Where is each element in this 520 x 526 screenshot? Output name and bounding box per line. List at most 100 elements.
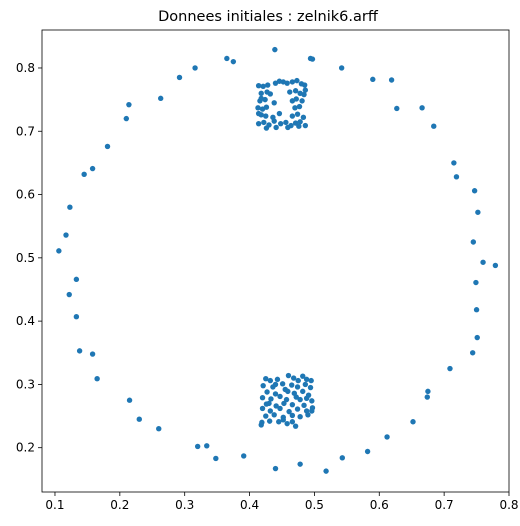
data-point bbox=[294, 111, 301, 117]
data-point bbox=[176, 74, 183, 81]
data-point bbox=[258, 90, 264, 96]
data-point bbox=[276, 419, 282, 425]
data-point bbox=[297, 461, 303, 467]
data-point bbox=[289, 412, 296, 419]
y-tick-label: 0.4 bbox=[16, 314, 35, 328]
data-point bbox=[307, 384, 314, 391]
y-axis: 0.2 0.3 0.4 0.5 0.6 0.7 0.8 bbox=[16, 61, 42, 455]
data-point bbox=[271, 118, 277, 124]
data-point bbox=[277, 120, 284, 127]
data-point bbox=[282, 386, 288, 393]
data-point bbox=[290, 375, 297, 381]
data-point bbox=[293, 96, 299, 102]
x-tick-label: 0.4 bbox=[240, 498, 259, 512]
data-point bbox=[302, 381, 309, 388]
x-tick-label: 0.8 bbox=[499, 498, 518, 512]
data-point bbox=[258, 422, 264, 428]
data-point bbox=[410, 419, 416, 425]
data-point bbox=[255, 82, 262, 89]
data-point bbox=[266, 400, 272, 407]
data-point bbox=[63, 232, 69, 238]
data-point bbox=[271, 412, 277, 418]
data-point bbox=[424, 394, 430, 400]
y-tick-label: 0.5 bbox=[16, 251, 35, 265]
data-point bbox=[289, 419, 296, 425]
data-point bbox=[263, 413, 269, 419]
data-point bbox=[289, 382, 295, 388]
x-tick-label: 0.1 bbox=[45, 498, 64, 512]
data-point bbox=[301, 91, 307, 98]
y-tick-label: 0.7 bbox=[16, 124, 35, 138]
data-point bbox=[425, 388, 431, 395]
data-point bbox=[263, 104, 270, 110]
data-point bbox=[265, 82, 271, 88]
data-point bbox=[89, 165, 96, 172]
data-point bbox=[339, 455, 346, 461]
data-point bbox=[297, 396, 303, 403]
data-point bbox=[271, 100, 277, 106]
data-point bbox=[272, 381, 279, 388]
data-point bbox=[309, 408, 315, 414]
data-point bbox=[264, 389, 270, 395]
data-point bbox=[447, 365, 453, 372]
plot-frame bbox=[41, 29, 510, 493]
data-point bbox=[279, 381, 286, 387]
data-point bbox=[295, 377, 301, 384]
data-point bbox=[283, 396, 290, 403]
data-point bbox=[303, 376, 310, 383]
data-point bbox=[268, 396, 274, 402]
data-point bbox=[267, 408, 274, 414]
data-point bbox=[338, 65, 345, 71]
data-point bbox=[309, 56, 316, 62]
data-point bbox=[294, 384, 301, 390]
data-point bbox=[274, 376, 281, 383]
data-point bbox=[301, 82, 308, 88]
data-point bbox=[300, 114, 307, 121]
y-tick-label: 0.8 bbox=[16, 61, 35, 75]
data-point bbox=[296, 103, 303, 110]
data-point bbox=[94, 376, 100, 382]
data-point bbox=[469, 350, 476, 356]
data-point bbox=[204, 443, 210, 449]
data-point bbox=[260, 382, 266, 389]
chart-title: Donnees initiales : zelnik6.arff bbox=[158, 9, 379, 25]
data-point bbox=[81, 171, 87, 177]
data-point bbox=[299, 98, 305, 104]
data-point bbox=[277, 393, 283, 400]
data-point bbox=[272, 46, 278, 53]
data-point bbox=[273, 124, 279, 131]
data-point bbox=[230, 58, 237, 65]
data-point bbox=[263, 376, 269, 382]
data-point bbox=[297, 413, 303, 420]
data-point bbox=[302, 87, 309, 93]
data-point bbox=[384, 434, 390, 440]
data-point bbox=[474, 334, 480, 341]
data-point bbox=[67, 204, 73, 210]
x-tick-label: 0.7 bbox=[435, 498, 454, 512]
data-point bbox=[73, 313, 80, 320]
data-point bbox=[287, 89, 293, 95]
data-point bbox=[272, 391, 279, 397]
data-point bbox=[388, 77, 395, 83]
data-point bbox=[470, 239, 477, 245]
data-point bbox=[364, 448, 371, 455]
data-point bbox=[266, 418, 273, 424]
data-point bbox=[302, 122, 309, 129]
data-point bbox=[73, 276, 80, 283]
data-point bbox=[323, 468, 329, 474]
data-point bbox=[303, 395, 310, 402]
data-point bbox=[305, 412, 311, 418]
data-point bbox=[294, 406, 301, 412]
data-point bbox=[480, 259, 486, 265]
data-point bbox=[292, 105, 298, 111]
data-point bbox=[293, 394, 299, 400]
data-point bbox=[277, 405, 283, 412]
data-point bbox=[451, 160, 457, 166]
data-point bbox=[296, 123, 302, 129]
data-point bbox=[259, 395, 266, 401]
data-point bbox=[281, 400, 287, 407]
data-point bbox=[431, 123, 437, 129]
data-point bbox=[294, 77, 300, 84]
data-point bbox=[475, 209, 481, 215]
